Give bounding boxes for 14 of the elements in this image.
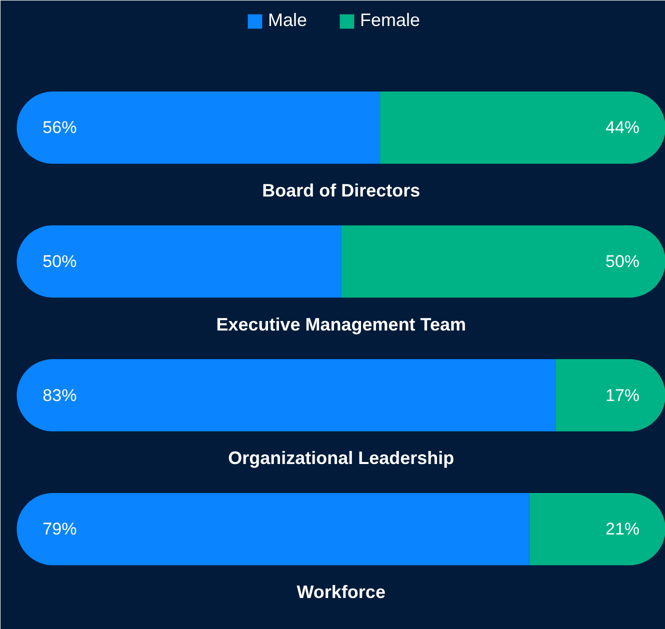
data-label: 17%: [606, 386, 640, 405]
data-label: 56%: [42, 118, 77, 138]
data-label: 83%: [42, 386, 77, 405]
data-label: 50%: [606, 252, 640, 271]
y-tick-label: Workforce: [296, 582, 386, 602]
y-tick-label: Organizational Leadership: [228, 448, 454, 468]
legend-label: Male: [268, 10, 307, 31]
data-label: 44%: [606, 118, 640, 138]
y-tick-label: Board of Directors: [262, 180, 420, 201]
y-tick-label: Executive Management Team: [216, 314, 466, 334]
legend-label: Female: [360, 10, 420, 31]
data-label: 50%: [42, 252, 77, 271]
data-label: 79%: [42, 520, 77, 539]
data-label: 21%: [606, 520, 640, 539]
